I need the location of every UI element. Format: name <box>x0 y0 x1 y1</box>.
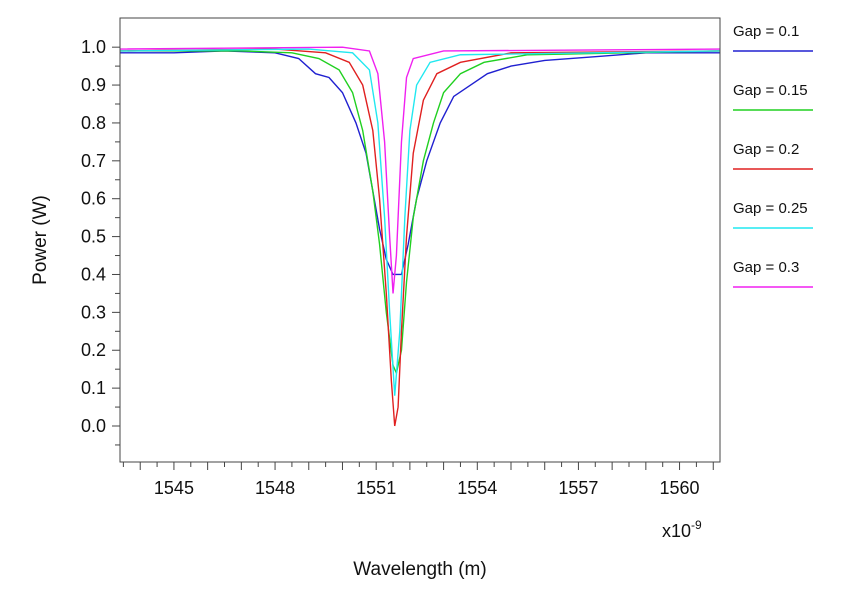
axis-ticks: 1545 1548 1551 1554 1557 1560 0.0 0.1 0.2 0.3 0.4 0… <box>81 37 714 498</box>
y-tick-label: 0.9 <box>81 75 106 95</box>
legend-label: Gap = 0.2 <box>733 141 799 158</box>
series-line <box>119 48 721 396</box>
legend: Gap = 0.1 Gap = 0.15 Gap = 0.2 Gap = 0.25 Ga… <box>733 23 813 288</box>
legend-label: Gap = 0.15 <box>733 82 808 99</box>
series-line <box>119 46 721 294</box>
y-tick-label: 1.0 <box>81 37 106 57</box>
x-tick-label: 1548 <box>255 478 295 498</box>
y-tick-label: 0.0 <box>81 416 106 436</box>
y-tick-label: 0.8 <box>81 113 106 133</box>
y-tick-label: 0.3 <box>81 302 106 322</box>
legend-label: Gap = 0.25 <box>733 200 808 217</box>
plot-frame <box>119 17 721 463</box>
series-line <box>120 50 720 276</box>
x-tick-label: 1557 <box>558 478 598 498</box>
x-multiplier: x10-9 <box>662 518 702 541</box>
series-lines <box>119 46 721 427</box>
y-tick-label: 0.4 <box>81 264 106 284</box>
y-tick-label: 0.7 <box>81 151 106 171</box>
y-tick-label: 0.2 <box>81 340 106 360</box>
x-axis-label: Wavelength (m) <box>353 559 486 580</box>
x-tick-label: 1551 <box>356 478 396 498</box>
legend-label: Gap = 0.1 <box>733 23 799 40</box>
series-line <box>119 48 721 427</box>
y-axis-label: Power (W) <box>30 195 51 285</box>
x-tick-label: 1545 <box>154 478 194 498</box>
y-tick-label: 0.5 <box>81 227 106 247</box>
y-tick-label: 0.1 <box>81 378 106 398</box>
x-tick-label: 1560 <box>660 478 700 498</box>
series-line <box>120 50 721 376</box>
x-tick-label: 1554 <box>457 478 497 498</box>
legend-label: Gap = 0.3 <box>733 259 799 276</box>
y-tick-label: 0.6 <box>81 189 106 209</box>
